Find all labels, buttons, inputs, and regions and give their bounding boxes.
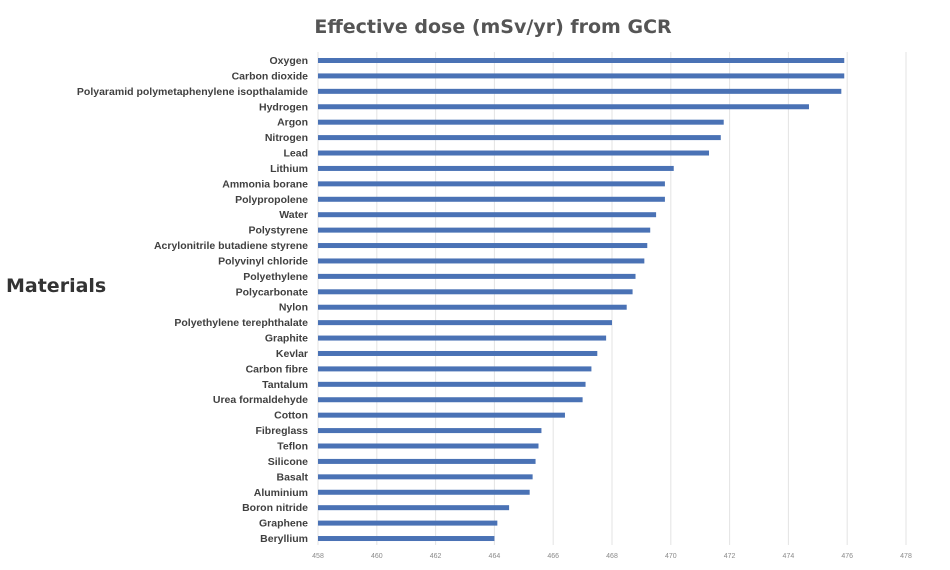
x-tick-label: 472: [724, 553, 736, 560]
category-label: Tantalum: [262, 379, 308, 391]
bar: [318, 243, 648, 249]
category-label: Acrylonitrile butadiene styrene: [154, 240, 308, 252]
bars: [318, 58, 845, 542]
category-label: Carbon fibre: [246, 363, 309, 375]
x-tick-label: 462: [430, 553, 442, 560]
x-tick-label: 466: [547, 553, 559, 560]
category-label: Nitrogen: [265, 132, 308, 144]
bar: [318, 536, 495, 542]
category-label: Polystyrene: [248, 225, 308, 237]
bar: [318, 397, 583, 403]
bar: [318, 366, 592, 372]
bar: [318, 289, 633, 295]
category-label: Graphene: [259, 518, 308, 530]
category-label: Water: [279, 209, 308, 221]
bar: [318, 150, 710, 156]
category-label: Polyvinyl chloride: [218, 255, 308, 267]
bar: [318, 381, 586, 387]
category-label: Polypropolene: [235, 194, 308, 206]
bar: [318, 258, 645, 264]
category-label: Polyethylene: [243, 271, 308, 283]
category-labels: Oxygen Carbon dioxide Polyaramid polymetap…: [77, 55, 309, 545]
x-tick-label: 478: [900, 553, 912, 560]
category-label: Urea formaldehyde: [213, 394, 308, 406]
x-tick-label: 464: [489, 553, 501, 560]
category-label: Silicone: [268, 456, 308, 468]
bar: [318, 196, 665, 202]
bar: [318, 304, 627, 310]
bar: [318, 458, 536, 464]
category-label: Basalt: [276, 471, 308, 483]
bar: [318, 165, 674, 171]
category-label: Cotton: [274, 410, 308, 422]
bar: [318, 489, 530, 495]
x-tick-label: 460: [371, 553, 383, 560]
bar: [318, 135, 721, 141]
bar: [318, 88, 842, 94]
category-label: Fibreglass: [255, 425, 308, 437]
category-label: Polyethylene terephthalate: [174, 317, 308, 329]
x-tick-label: 468: [606, 553, 618, 560]
category-label: Ammonia borane: [222, 178, 308, 190]
bar: [318, 119, 724, 125]
category-label: Teflon: [277, 441, 308, 453]
bar: [318, 212, 657, 218]
category-label: Hydrogen: [259, 101, 308, 113]
category-label: Graphite: [265, 333, 308, 345]
x-tick-label: 458: [312, 553, 324, 560]
bar: [318, 58, 845, 63]
category-label: Oxygen: [269, 55, 308, 67]
category-label: Aluminium: [254, 487, 308, 499]
bar: [318, 227, 651, 233]
x-tick-labels: 458 460 462 464 466 468 470 472 474 476 478: [312, 553, 912, 560]
category-label: Lead: [283, 148, 308, 160]
bar: [318, 320, 612, 326]
category-label: Argon: [277, 117, 308, 129]
bar: [318, 350, 598, 356]
category-label: Nylon: [279, 302, 308, 314]
bar: [318, 428, 542, 434]
category-label: Kevlar: [276, 348, 308, 360]
category-label: Beryllium: [260, 533, 308, 545]
category-label: Lithium: [270, 163, 308, 175]
y-axis-label: Materials: [6, 275, 106, 297]
x-tick-label: 476: [841, 553, 853, 560]
bar: [318, 520, 498, 526]
bar: [318, 335, 607, 341]
category-label: Boron nitride: [242, 502, 308, 514]
bar: [318, 443, 539, 449]
bar: [318, 505, 510, 511]
bar: [318, 474, 533, 480]
bar: [318, 73, 845, 79]
chart-title: Effective dose (mSv/yr) from GCR: [314, 16, 672, 38]
x-tick-label: 470: [665, 553, 677, 560]
category-label: Polyaramid polymetaphenylene isopthalami…: [77, 86, 308, 98]
category-label: Polycarbonate: [236, 286, 309, 298]
bar: [318, 181, 665, 187]
x-tick-label: 474: [783, 553, 795, 560]
gridlines: [317, 52, 907, 545]
category-label: Carbon dioxide: [232, 70, 309, 82]
bar: [318, 273, 636, 279]
bar: [318, 104, 809, 110]
bar: [318, 412, 565, 418]
